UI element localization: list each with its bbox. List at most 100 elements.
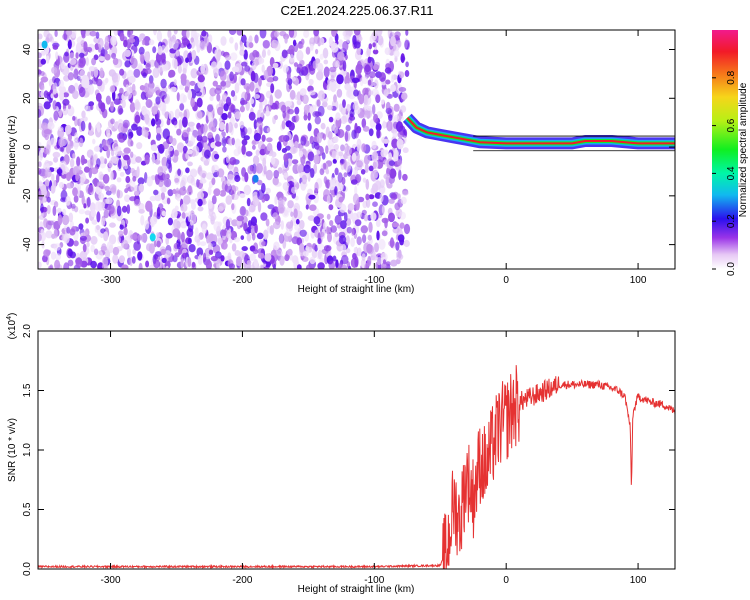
spectrogram-cell bbox=[40, 89, 44, 100]
spectrogram-cell bbox=[333, 144, 340, 150]
spectrogram-cell bbox=[117, 122, 124, 133]
colorbar-ticks: 0.0 0.2 0.4 0.6 0.8 bbox=[712, 70, 737, 276]
spectrogram-cell bbox=[189, 80, 196, 86]
spectrogram-cell bbox=[233, 237, 240, 243]
spectrogram-cell bbox=[202, 252, 207, 263]
spectrogram-cell bbox=[290, 146, 297, 154]
spectrogram-cell bbox=[196, 97, 203, 108]
spectrogram-cell bbox=[403, 239, 410, 248]
spectrogram-cell bbox=[207, 186, 212, 196]
spectrogram-cell bbox=[53, 110, 59, 121]
spectrogram-cell bbox=[343, 158, 347, 170]
spectrogram-cell bbox=[54, 30, 58, 37]
spectrogram-cell bbox=[342, 31, 346, 37]
spectrogram-cell bbox=[313, 33, 320, 45]
spectrogram-cell bbox=[310, 37, 314, 43]
spectrogram-cell bbox=[210, 215, 215, 225]
spectrogram-cell bbox=[94, 201, 102, 212]
spectrogram-cell bbox=[173, 30, 178, 35]
spectrogram-cell bbox=[165, 236, 169, 245]
spectrogram-cell bbox=[221, 113, 228, 121]
spectrogram-cell bbox=[376, 256, 382, 266]
spectrogram-cell bbox=[76, 36, 85, 45]
spectrogram-cell bbox=[69, 52, 75, 60]
spectrogram-cell bbox=[178, 119, 183, 130]
spectrogram-cell bbox=[261, 182, 266, 194]
spectrogram-cell bbox=[66, 226, 71, 234]
spectrogram-cell bbox=[144, 82, 149, 93]
spectrogram-cell bbox=[53, 156, 59, 163]
spectrogram-cell bbox=[285, 145, 291, 151]
spectrogram-cell bbox=[124, 194, 131, 203]
spectrogram-cell bbox=[148, 75, 154, 84]
spectrogram-cell bbox=[241, 246, 248, 252]
spectrogram-cell bbox=[247, 165, 254, 175]
spectrogram-cell bbox=[375, 219, 381, 228]
spectrogram-cell bbox=[265, 169, 273, 181]
spectrogram-cell bbox=[145, 68, 152, 75]
spectrogram-cell bbox=[323, 245, 332, 252]
spectrogram-cell bbox=[63, 234, 70, 244]
spectrogram-cell bbox=[220, 36, 227, 46]
spectrogram-cell bbox=[281, 104, 287, 113]
spectrogram-cell bbox=[190, 68, 198, 79]
spectrogram-cell bbox=[38, 161, 42, 168]
spectrogram-cell bbox=[149, 216, 158, 225]
spectrogram-cell bbox=[397, 234, 405, 242]
spectrogram-cell bbox=[239, 121, 245, 129]
spectrogram-cell bbox=[382, 138, 390, 144]
spectrogram-cell bbox=[293, 208, 298, 219]
spectrogram-cell bbox=[172, 188, 177, 195]
spectrogram-cell bbox=[78, 52, 85, 58]
spectrogram-cell bbox=[237, 189, 241, 197]
spectrogram-cell bbox=[248, 111, 256, 121]
snr-y-ticks: 0.0 0.5 1.0 1.5 2.0 bbox=[22, 324, 675, 576]
spectrogram-cell bbox=[89, 30, 97, 37]
spectrogram-cell bbox=[59, 146, 64, 152]
spectrogram-cell bbox=[116, 189, 121, 199]
spectrogram-cell bbox=[197, 206, 204, 212]
spectrogram-cell bbox=[405, 30, 409, 36]
spectrogram-cell bbox=[343, 35, 351, 41]
spectrogram-cell bbox=[165, 45, 169, 53]
spectrogram-cell bbox=[180, 221, 187, 229]
spectrogram-cell bbox=[282, 64, 289, 73]
spectrogram-cell bbox=[210, 142, 217, 149]
spectrogram-cell bbox=[271, 151, 277, 158]
spectrogram-cell bbox=[371, 140, 377, 150]
spectrogram-cell bbox=[161, 210, 167, 217]
spectrogram-cell bbox=[159, 90, 167, 100]
spectrogram-cell bbox=[153, 253, 158, 260]
spectrogram-cell bbox=[342, 60, 347, 72]
spectrogram-ylabel: Frequency (Hz) bbox=[7, 116, 18, 185]
spectrogram-cell bbox=[328, 36, 333, 47]
spectrogram-cell bbox=[234, 111, 241, 120]
spectrogram-cell bbox=[145, 260, 150, 268]
spectrogram-cell bbox=[254, 223, 258, 234]
spectrogram-cell bbox=[96, 78, 103, 87]
spectrogram-cell bbox=[384, 67, 392, 74]
spectrogram-cell bbox=[279, 134, 286, 142]
spectrogram-cell bbox=[389, 237, 395, 249]
spectrogram-cell bbox=[270, 83, 275, 94]
spectrogram-cell bbox=[161, 58, 167, 65]
spectrogram-cell bbox=[266, 137, 273, 143]
spectrogram-cell bbox=[294, 106, 300, 115]
spectrogram-cell bbox=[176, 243, 181, 250]
spectrogram-cell bbox=[201, 223, 207, 235]
spectrogram-cell bbox=[345, 248, 351, 254]
spectrogram-cell bbox=[127, 128, 133, 140]
spectrogram-cell bbox=[368, 221, 373, 233]
spectrogram-cell bbox=[200, 64, 206, 74]
spectrogram-cell bbox=[99, 67, 104, 79]
spectrogram-cell bbox=[301, 174, 308, 185]
spectrogram-cell bbox=[337, 129, 345, 138]
spectrogram-cell bbox=[109, 85, 116, 93]
spectrogram-cell bbox=[72, 90, 79, 100]
spectrogram-cell bbox=[362, 234, 367, 244]
spectrogram-cell bbox=[215, 133, 220, 143]
spectrogram-cell bbox=[280, 220, 284, 230]
spectrogram-cell bbox=[287, 200, 294, 209]
spectrogram-cell bbox=[197, 254, 203, 265]
spectrogram-cell bbox=[151, 153, 156, 165]
